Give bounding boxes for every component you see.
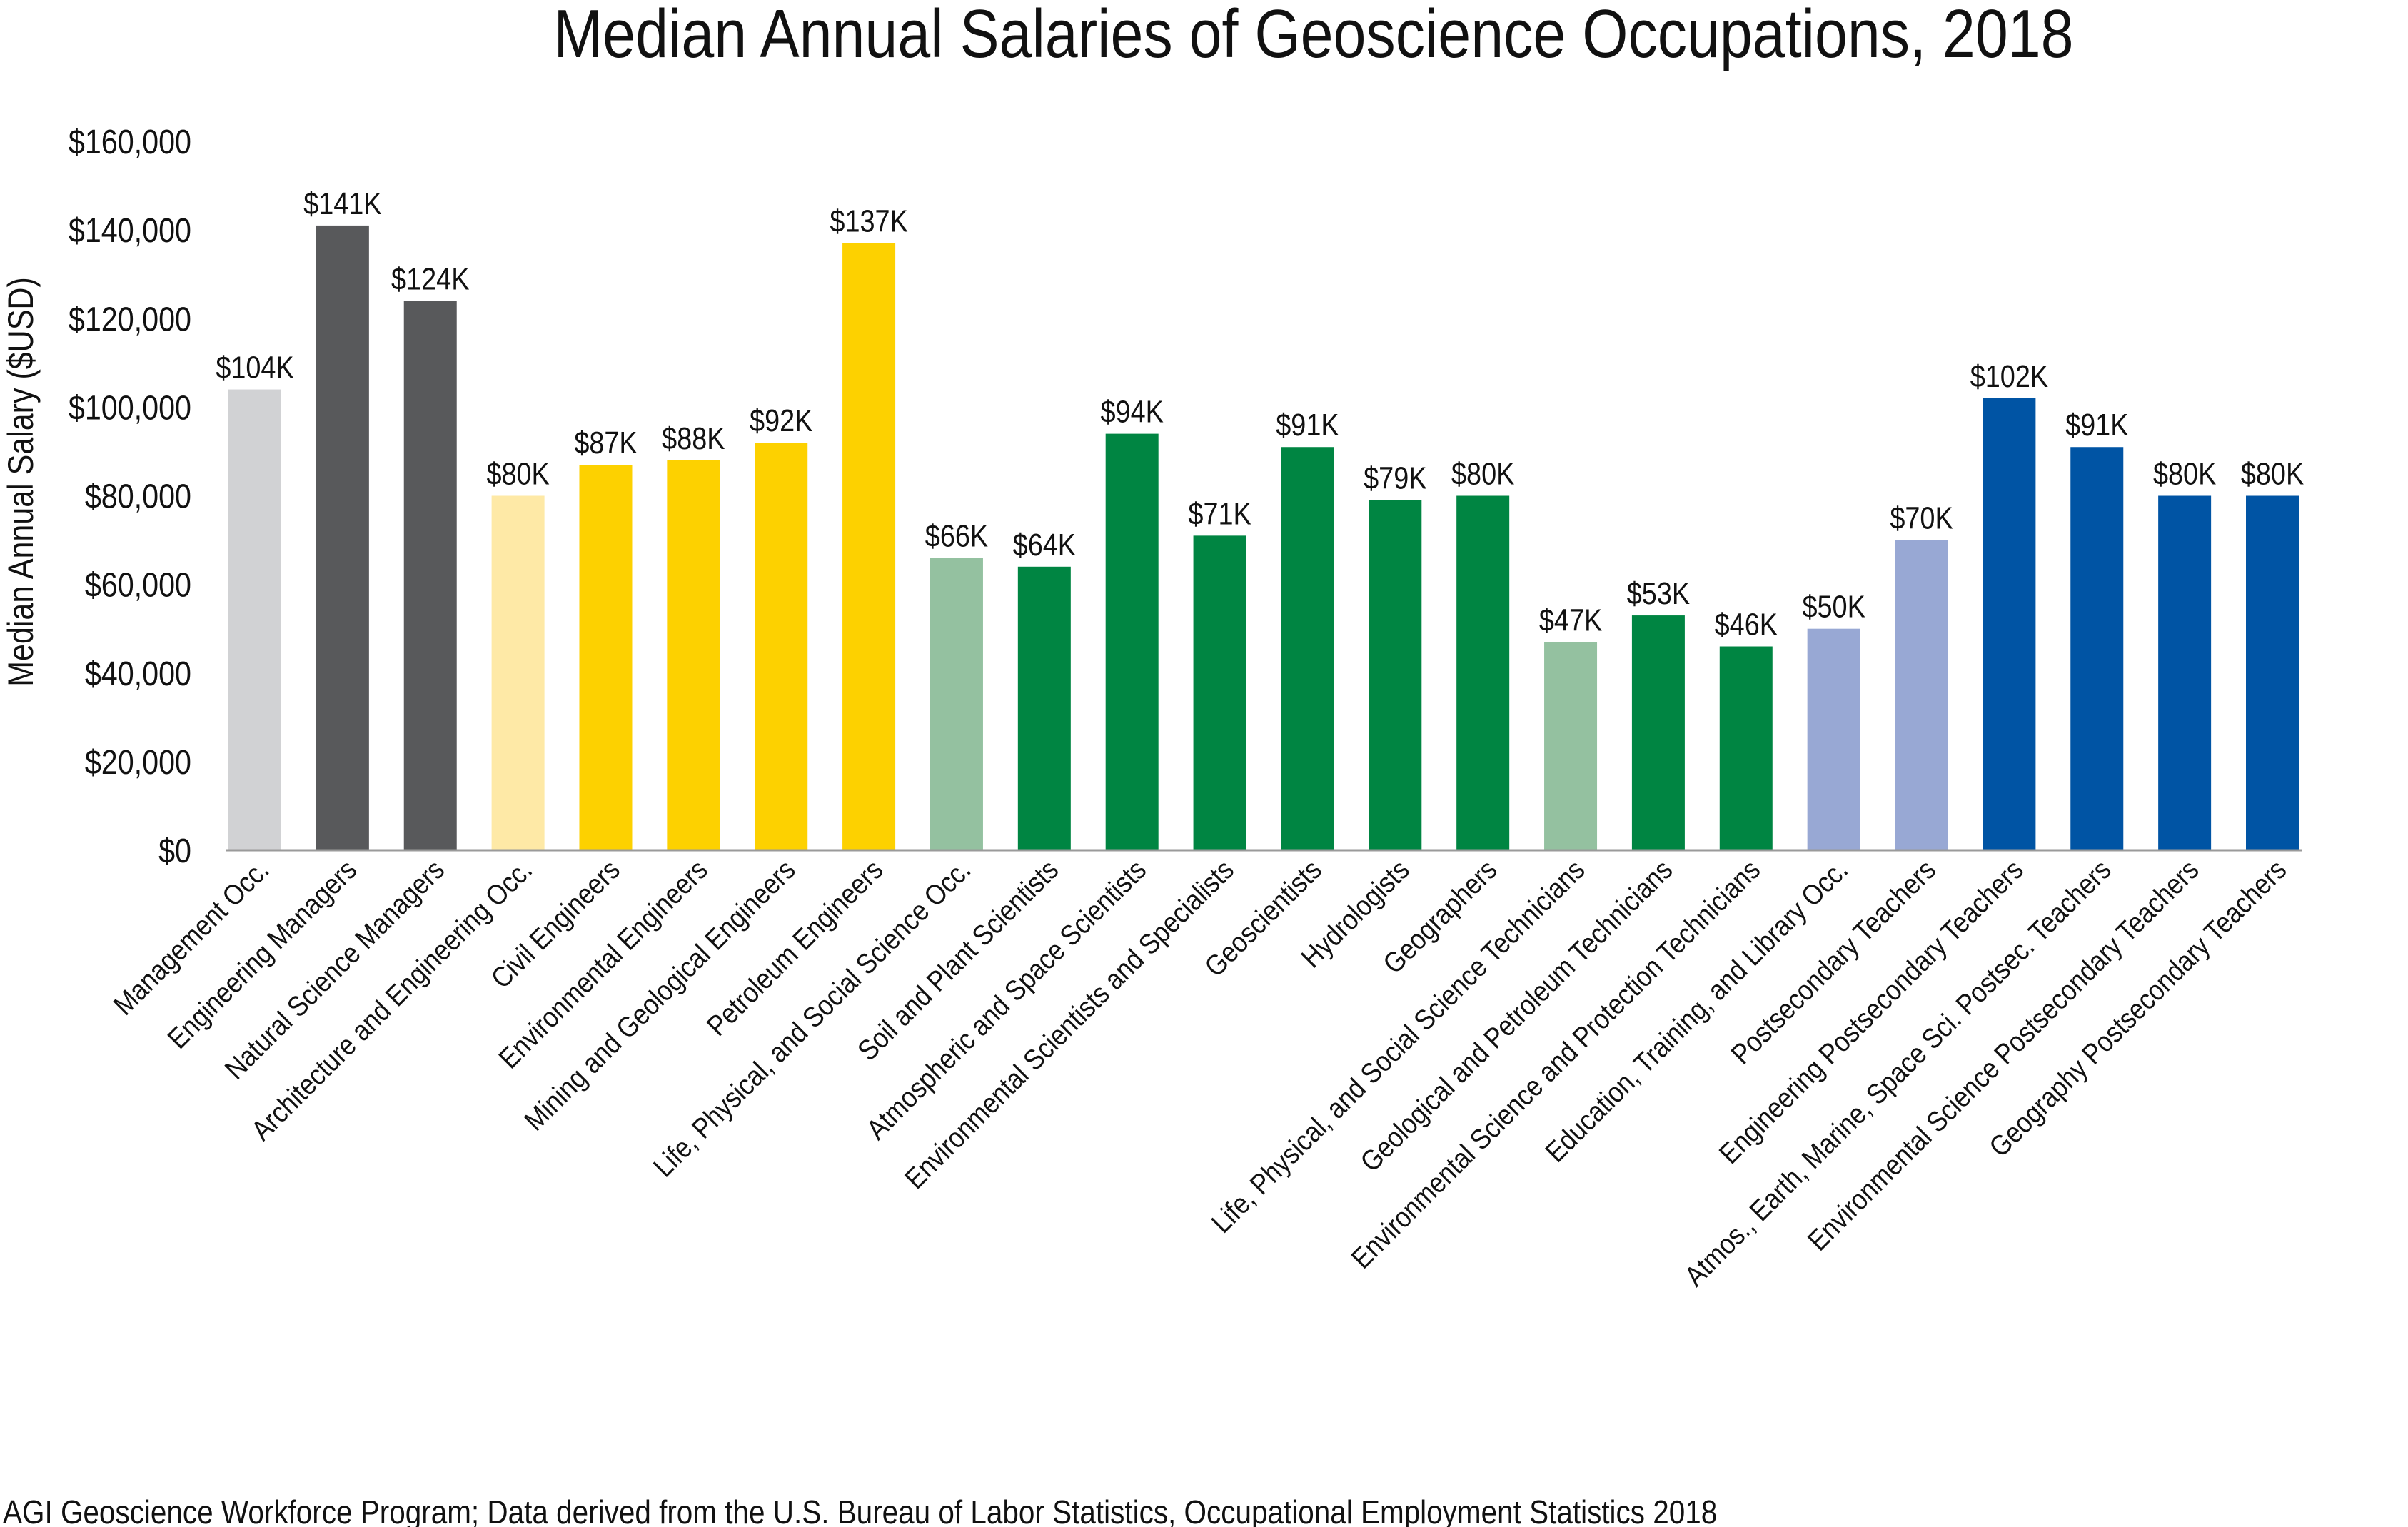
y-tick-label: $120,000 (69, 300, 191, 338)
bar (1017, 566, 1071, 850)
data-label: $71K (1188, 496, 1251, 531)
footer-source: AGI Geoscience Workforce Program; Data d… (3, 1495, 1717, 1527)
bar (1105, 433, 1159, 850)
bar (930, 558, 983, 850)
bar (1983, 398, 2036, 850)
data-label: $80K (2153, 456, 2216, 491)
y-tick-label: $140,000 (69, 211, 191, 250)
data-label: $64K (1013, 527, 1076, 562)
data-label: $80K (2241, 456, 2304, 491)
x-axis-labels: Management Occ.Engineering ManagersNatur… (107, 853, 2292, 1292)
data-label: $141K (303, 186, 381, 221)
x-tick-label: Management Occ. (107, 853, 275, 1021)
bar (1719, 646, 1773, 850)
data-label: $79K (1364, 460, 1426, 495)
y-axis-ticks: $0 $20,000 $40,000 $60,000 $80,000 $100,000 $1… (69, 123, 191, 870)
data-label: $102K (1970, 358, 2048, 393)
bar (491, 495, 545, 850)
y-tick-label: $60,000 (85, 566, 191, 605)
bar (316, 225, 369, 850)
x-tick-label: Geological and Petroleum Technicians (1354, 853, 1678, 1177)
bar (667, 460, 720, 850)
data-label: $66K (925, 518, 988, 553)
bar (2246, 495, 2299, 850)
bar (403, 301, 457, 850)
bar (842, 243, 896, 850)
bar (228, 389, 281, 850)
bar (1369, 500, 1422, 850)
data-label: $94K (1101, 394, 1164, 429)
data-label: $104K (216, 350, 293, 385)
x-tick-label: Life, Physical, and Social Science Occ. (647, 853, 977, 1183)
data-label: $46K (1715, 607, 1778, 642)
data-label: $88K (662, 420, 725, 455)
bar (579, 465, 633, 850)
y-tick-label: $0 (158, 832, 191, 870)
data-label: $91K (1276, 408, 1339, 443)
bar (1807, 628, 1860, 850)
x-tick-label: Environmental Science and Protection Tec… (1345, 853, 1766, 1274)
data-label: $53K (1627, 575, 1690, 610)
bar (2158, 495, 2212, 850)
bar (1631, 615, 1685, 850)
data-label: $92K (750, 403, 812, 438)
bar (1456, 495, 1510, 850)
bar (1193, 535, 1246, 850)
y-tick-label: $20,000 (85, 743, 191, 782)
y-axis-label: Median Annual Salary ($USD) (1, 277, 41, 687)
data-label: $70K (1890, 500, 1953, 535)
y-tick-label: $160,000 (69, 123, 191, 161)
y-tick-label: $40,000 (85, 655, 191, 693)
y-tick-label: $80,000 (85, 478, 191, 516)
bars: $104K $141K $124K $80K $87K $88K $92K $137K $66K… (216, 186, 2304, 850)
data-label: $50K (1802, 589, 1865, 624)
data-label: $87K (574, 425, 637, 460)
data-label: $80K (486, 456, 549, 491)
data-label: $80K (1451, 456, 1514, 491)
bar (1895, 540, 1948, 850)
bar (2070, 447, 2124, 850)
bar (1281, 447, 1334, 850)
x-tick-label: Environmental Scientists and Specialists (898, 853, 1239, 1194)
data-label: $124K (391, 261, 469, 296)
data-label: $91K (2065, 408, 2128, 443)
bar (1544, 642, 1598, 850)
data-label: $47K (1539, 603, 1602, 637)
y-tick-label: $100,000 (69, 388, 191, 427)
data-label: $137K (830, 203, 907, 238)
bar (755, 443, 808, 850)
chart-title: Median Annual Salaries of Geoscience Occ… (553, 0, 2073, 71)
